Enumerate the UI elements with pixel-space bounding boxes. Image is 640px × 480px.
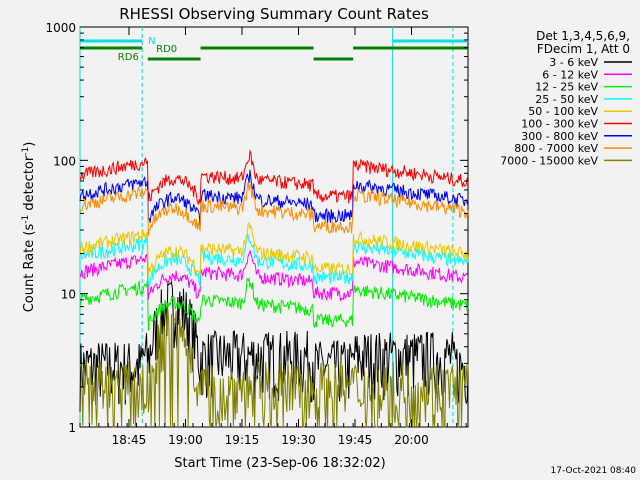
x-tick-label-4: 19:45	[338, 433, 373, 447]
series-line-2	[79, 276, 469, 331]
series-line-7	[79, 182, 469, 236]
series-line-1	[79, 249, 469, 302]
series-line-3	[79, 233, 469, 287]
series-line-5	[79, 149, 469, 206]
x-axis-label: Start Time (23-Sep-06 18:32:02)	[174, 456, 385, 471]
x-tick-label-5: 20:00	[394, 433, 429, 447]
y-axis-label: Count Rate (s-1 detector-1)	[21, 142, 37, 313]
series-line-4	[79, 222, 469, 278]
chart-title: RHESSI Observing Summary Count Rates	[119, 5, 429, 23]
flag-label-n: N	[148, 36, 155, 47]
legend-entry-label-1: 6 - 12 keV	[542, 68, 598, 81]
x-tick-label-2: 19:15	[225, 433, 260, 447]
y-tick-label-0: 1	[68, 421, 76, 435]
legend: Det 1,3,4,5,6,9, FDecim 1, Att 0 3 - 6 k…	[500, 29, 632, 167]
legend-entry-label-5: 100 - 300 keV	[521, 118, 598, 131]
legend-entry-label-8: 7000 - 15000 keV	[500, 154, 598, 167]
legend-entry-label-0: 3 - 6 keV	[549, 56, 598, 69]
legend-entry-label-3: 25 - 50 keV	[535, 93, 598, 106]
series-line-0	[79, 280, 469, 412]
legend-header-line-1: Det 1,3,4,5,6,9,	[536, 29, 630, 43]
x-tick-label-3: 19:30	[281, 433, 316, 447]
series-line-8	[79, 307, 469, 428]
generated-date: 17-Oct-2021 08:40	[551, 466, 637, 476]
observing-boundaries	[79, 27, 454, 427]
legend-header-line-2: FDecim 1, Att 0	[537, 42, 630, 56]
y-tick-label-1: 10	[61, 288, 76, 302]
series-line-6	[79, 169, 469, 227]
x-axis-ticks: 18:45 19:00 19:15 19:30 19:45 20:00	[79, 27, 467, 447]
y-axis-ticks: 1 10 100 1000	[45, 21, 468, 435]
legend-entry-label-7: 800 - 7000 keV	[514, 142, 598, 155]
flag-label-rd0: RD0	[156, 44, 177, 55]
legend-entry-label-6: 300 - 800 keV	[521, 130, 598, 143]
y-tick-label-3: 1000	[45, 21, 76, 35]
flag-label-rd6: RD6	[118, 52, 139, 63]
x-tick-label-1: 19:00	[168, 433, 203, 447]
legend-entry-label-2: 12 - 25 keV	[535, 81, 598, 94]
series-lines	[79, 149, 469, 428]
x-tick-label-0: 18:45	[112, 433, 147, 447]
legend-entry-label-4: 50 - 100 keV	[528, 105, 598, 118]
y-tick-label-2: 100	[53, 154, 76, 168]
